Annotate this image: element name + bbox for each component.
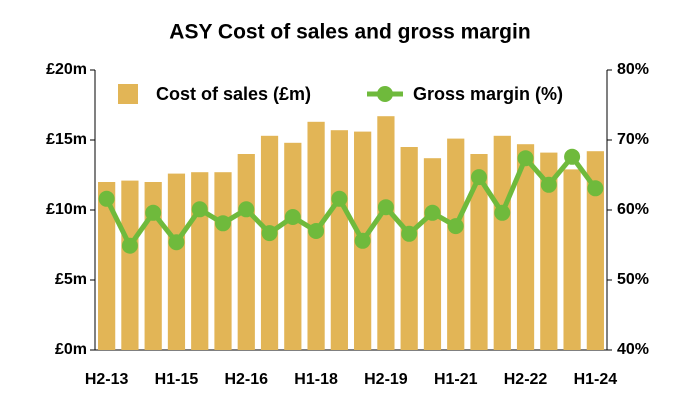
marker [145, 204, 162, 221]
bar [330, 130, 348, 350]
bar [237, 154, 255, 350]
y2-tick-label: 40% [617, 341, 649, 358]
legend-swatch [118, 84, 138, 104]
marker [98, 190, 115, 207]
y2-tick-label: 60% [617, 201, 649, 218]
y-tick-label: £15m [46, 131, 87, 148]
bar [400, 147, 418, 350]
marker [564, 148, 581, 165]
bar [214, 172, 232, 350]
x-tick-label: H2-22 [504, 371, 548, 388]
marker [261, 225, 278, 242]
y2-tick-label: 70% [617, 131, 649, 148]
line [104, 152, 598, 251]
bar [191, 172, 209, 350]
bar [447, 138, 465, 350]
x-tick-label: H1-24 [574, 371, 618, 388]
marker [308, 223, 325, 239]
x-tick-label: H2-19 [364, 371, 408, 388]
marker [191, 201, 208, 218]
marker [517, 150, 534, 167]
bar [586, 151, 604, 350]
legend-label: Cost of sales (£m) [156, 84, 311, 104]
bar [423, 158, 442, 350]
marker [494, 204, 511, 221]
bar [563, 169, 581, 350]
marker [377, 199, 394, 216]
x-tick-label: H2-13 [85, 371, 129, 388]
marker [168, 234, 185, 251]
bar [121, 180, 139, 350]
y-tick-label: £0m [55, 341, 87, 358]
marker [215, 215, 231, 232]
bar [540, 152, 558, 350]
marker [540, 176, 557, 193]
bar [493, 135, 511, 350]
bar [284, 142, 302, 350]
marker [121, 237, 138, 254]
x-tick-label: H1-18 [294, 371, 338, 388]
bar [144, 182, 162, 350]
legend-marker [377, 86, 393, 102]
bar [260, 135, 279, 350]
marker [284, 209, 301, 225]
chart-title: ASY Cost of sales and gross margin [169, 21, 530, 44]
bar [98, 182, 116, 350]
y-tick-label: £10m [46, 201, 87, 218]
y2-tick-label: 50% [617, 271, 649, 288]
marker [401, 225, 418, 242]
y2-tick-label: 80% [617, 61, 649, 78]
y-tick-label: £5m [55, 271, 87, 288]
marker [471, 169, 487, 186]
x-tick-label: H1-15 [155, 371, 199, 388]
y-tick-label: £20m [46, 61, 87, 78]
marker [447, 218, 464, 235]
bar [167, 173, 186, 350]
bar [377, 116, 395, 350]
legend-label: Gross margin (%) [413, 84, 563, 104]
marker [587, 180, 604, 197]
marker [331, 190, 348, 207]
bar [470, 154, 488, 350]
x-tick-label: H2-16 [224, 371, 268, 388]
marker [424, 204, 441, 221]
bar [516, 144, 535, 350]
marker [354, 232, 371, 249]
marker [238, 201, 255, 218]
x-tick-label: H1-21 [434, 371, 478, 388]
